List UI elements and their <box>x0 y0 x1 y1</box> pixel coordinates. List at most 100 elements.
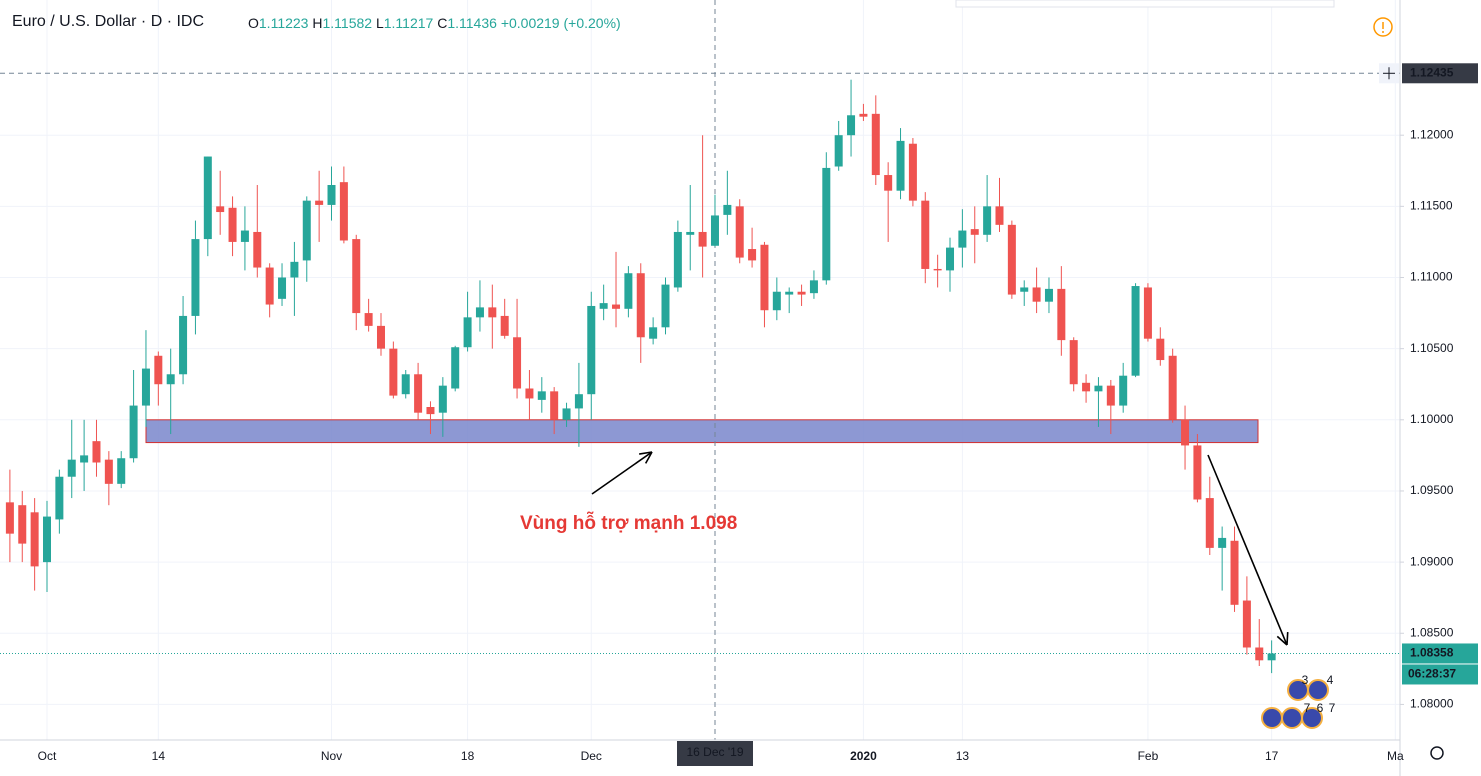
event-badge-count: 7 <box>1329 701 1336 715</box>
candle-body <box>859 113 868 117</box>
candle-body <box>104 459 113 484</box>
event-badge[interactable] <box>1281 707 1303 729</box>
candle-body <box>5 502 14 534</box>
candle-body <box>80 455 89 463</box>
candle-body <box>438 385 447 413</box>
y-tick-label: 1.11500 <box>1410 199 1453 213</box>
candle-body <box>179 315 188 375</box>
alert-icon[interactable] <box>1373 17 1393 37</box>
candle-body <box>1242 600 1251 648</box>
candle-body <box>1218 537 1227 548</box>
candle-body <box>772 291 781 311</box>
candle-body <box>426 407 435 415</box>
candle-body <box>847 115 856 136</box>
arrow-head <box>1286 631 1289 646</box>
annotation: Vùng hỗ trợ mạnh 1.098 <box>520 512 737 534</box>
candle-body <box>55 476 64 520</box>
x-tick-label: 17 <box>1265 749 1279 763</box>
candle-body <box>339 182 348 241</box>
candle-body <box>871 113 880 176</box>
candle-body <box>253 231 262 268</box>
y-tick-label: 1.12000 <box>1410 127 1454 141</box>
candle-body <box>1069 340 1078 385</box>
alert-icon-dot <box>1382 31 1384 33</box>
ohlc-value: 1.11436 <box>447 15 497 31</box>
x-tick-label: 14 <box>152 749 166 763</box>
arrow-head <box>644 451 653 464</box>
y-tick-label: 1.11000 <box>1410 270 1453 284</box>
candle-body <box>117 458 126 484</box>
x-tick-label: 2020 <box>850 749 877 763</box>
candle-body <box>67 459 76 477</box>
ohlc-value: 1.11223 <box>259 15 309 31</box>
candle-body <box>946 247 955 271</box>
candle-body <box>327 185 336 205</box>
candle-body <box>463 317 472 348</box>
crosshair-date-box <box>677 741 753 766</box>
arrow-line <box>1207 454 1288 646</box>
support-zone <box>145 419 1259 444</box>
candle-body <box>166 374 175 385</box>
candle-body <box>958 230 967 248</box>
candle-body <box>723 204 732 215</box>
candle-body <box>983 206 992 235</box>
last-price-box <box>1402 643 1478 664</box>
y-tick-label: 1.10500 <box>1410 341 1454 355</box>
candle-body <box>1255 647 1264 661</box>
candle-body <box>376 325 385 349</box>
candle-body <box>265 267 274 305</box>
candle-body <box>216 206 225 213</box>
change-value: +0.00219 <box>501 15 560 31</box>
crosshair-price-box <box>1402 63 1478 84</box>
candle-body <box>933 268 942 271</box>
candle-body <box>451 347 460 389</box>
candle-body <box>908 143 917 201</box>
candle-body <box>562 408 571 420</box>
candle-body <box>710 215 719 246</box>
candle-body <box>30 512 39 567</box>
candle-body <box>698 231 707 247</box>
event-badge[interactable] <box>1307 679 1329 701</box>
candle-body <box>834 135 843 167</box>
settings-icon[interactable] <box>1430 746 1444 760</box>
candle-body <box>785 291 794 295</box>
candle-body <box>735 206 744 258</box>
candle-body <box>290 261 299 278</box>
event-badge-count: 3 <box>1302 673 1309 687</box>
candle-body <box>389 348 398 396</box>
candle-body <box>18 505 27 544</box>
candle-body <box>1119 375 1128 406</box>
x-tick-label: Nov <box>321 749 342 763</box>
candle-body <box>797 291 806 295</box>
candle-body <box>278 277 287 299</box>
candle-body <box>921 200 930 269</box>
candle-body <box>1230 540 1239 605</box>
y-tick-label: 1.08500 <box>1410 625 1454 639</box>
candle-body <box>302 200 311 261</box>
candle-body <box>760 244 769 311</box>
candle-body <box>1156 338 1165 361</box>
arrow-head <box>1276 635 1288 646</box>
event-badge-count: 6 <box>1317 701 1324 715</box>
ohlc-header: O1.11223 H1.11582 L1.11217 C1.11436 +0.0… <box>248 15 621 31</box>
candle-body <box>1057 288 1066 341</box>
ohlc-value: 1.11582 <box>322 15 372 31</box>
y-tick-label: 1.09000 <box>1410 554 1454 568</box>
candle-body <box>315 200 324 205</box>
candle-body <box>228 207 237 242</box>
x-tick-label: Ma <box>1387 749 1404 763</box>
ohlc-letter: L <box>376 15 384 31</box>
candle-body <box>1168 355 1177 420</box>
event-badge[interactable] <box>1261 707 1283 729</box>
candle-body <box>92 441 101 463</box>
candle-body <box>1020 287 1029 292</box>
candle-body <box>1205 498 1214 548</box>
toolbar[interactable] <box>955 0 1335 8</box>
x-tick-label: Dec <box>581 749 602 763</box>
candle-body <box>884 175 893 191</box>
candle-body <box>661 284 670 328</box>
event-badge[interactable] <box>1301 707 1323 729</box>
countdown-label: 06:28:37 <box>1408 667 1456 681</box>
candle-body <box>43 516 51 563</box>
